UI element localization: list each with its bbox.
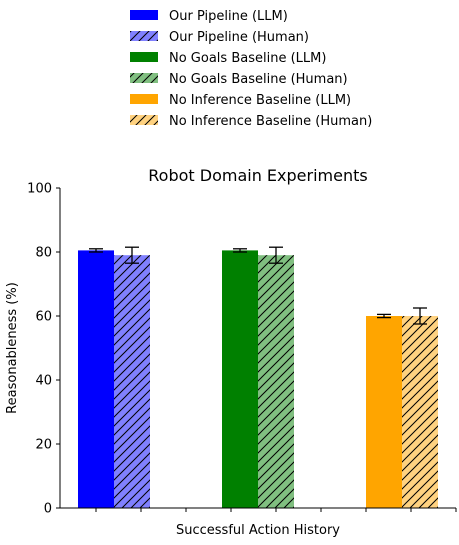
y-tick-label: 100 (27, 182, 52, 197)
bar (78, 250, 114, 508)
y-tick-label: 80 (35, 246, 52, 261)
error-bar (377, 313, 391, 319)
bar-hatch (258, 255, 294, 508)
bar (222, 250, 258, 508)
legend-swatch (130, 10, 158, 20)
bar (366, 316, 402, 508)
x-axis-label: Successful Action History (176, 523, 340, 538)
legend-swatch (130, 52, 158, 62)
y-ticks: 0 20 40 60 80 100 (27, 182, 60, 517)
bars (78, 250, 438, 508)
y-axis-label: Reasonableness (%) (5, 282, 20, 414)
chart-title: Robot Domain Experiments (148, 166, 367, 185)
legend-swatch-hatch (130, 115, 158, 125)
y-tick-label: 0 (44, 502, 52, 517)
legend-swatch-hatch (130, 73, 158, 83)
legend-label: No Goals Baseline (Human) (169, 72, 348, 87)
x-ticks (95, 508, 457, 512)
legend-label: No Inference Baseline (Human) (169, 114, 372, 129)
legend-label: No Goals Baseline (LLM) (169, 51, 326, 66)
legend-label: Our Pipeline (Human) (169, 30, 309, 45)
legend-swatch (130, 94, 158, 104)
legend-label: Our Pipeline (LLM) (169, 9, 288, 24)
legend: Our Pipeline (LLM) Our Pipeline (Human) No… (130, 9, 372, 129)
error-bar (413, 307, 427, 325)
bar-hatch (402, 316, 438, 508)
legend-label: No Inference Baseline (LLM) (169, 93, 351, 108)
bar-hatch (114, 255, 150, 508)
error-bars (89, 246, 427, 325)
y-tick-label: 40 (35, 374, 52, 389)
legend-swatch-hatch (130, 31, 158, 41)
error-bar (125, 246, 139, 264)
y-tick-label: 60 (35, 310, 52, 325)
error-bar (233, 248, 247, 253)
y-tick-label: 20 (35, 438, 52, 453)
error-bar (89, 248, 103, 253)
error-bar (269, 246, 283, 264)
